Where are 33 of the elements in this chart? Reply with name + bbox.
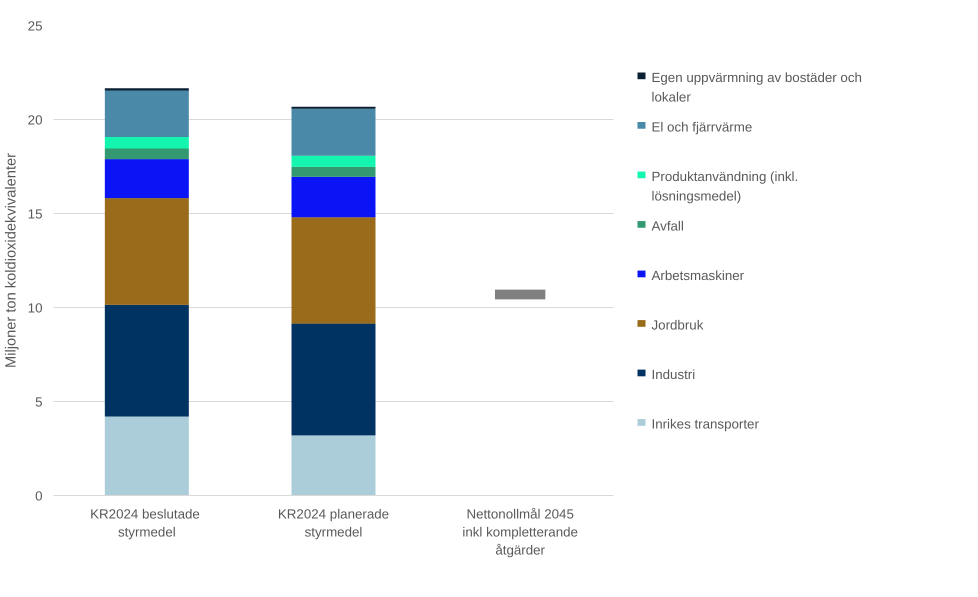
bar — [292, 324, 376, 436]
legend-label: Produktanvändning (inkl. lösningsmedel) — [652, 169, 798, 204]
bar — [104, 90, 189, 137]
bar — [104, 136, 189, 148]
bar — [292, 166, 376, 177]
y-tick-label: 20 — [28, 112, 43, 128]
legend-label: Egen uppvärmning av bostäder och lokaler — [652, 70, 862, 104]
bar — [292, 176, 376, 218]
legend-label: El och fjärrvärme — [652, 120, 752, 134]
y-tick-label: 5 — [35, 394, 43, 410]
x-tick-label: Nettonollmål 2045 inkl kompletterande åtgärder — [462, 506, 578, 558]
y-axis-title: Miljoner ton koldioxidekvivalenter — [4, 152, 20, 368]
bar — [292, 435, 376, 496]
bar — [104, 304, 189, 417]
y-tick-label: 0 — [35, 488, 43, 504]
bar — [104, 148, 189, 160]
legend-label: Industri — [652, 367, 696, 382]
y-tick-label: 10 — [28, 300, 43, 316]
bar — [104, 159, 189, 198]
legend-label: Inrikes transporter — [652, 416, 760, 432]
bar — [292, 217, 376, 324]
bar — [494, 290, 546, 300]
bar — [292, 108, 376, 156]
bar — [104, 416, 189, 496]
legend-label: Avfall — [652, 218, 684, 234]
y-tick-label: 15 — [28, 206, 43, 222]
legend-label: Jordbruk — [652, 318, 704, 333]
legend-label: Arbetsmaskiner — [652, 268, 745, 284]
y-tick-label: 25 — [28, 18, 43, 34]
x-tick-label: KR2024 beslutade styrmedel — [90, 506, 200, 540]
bar — [292, 156, 376, 167]
x-tick-label: KR2024 planerade styrmedel — [278, 506, 390, 540]
bar — [104, 198, 189, 305]
